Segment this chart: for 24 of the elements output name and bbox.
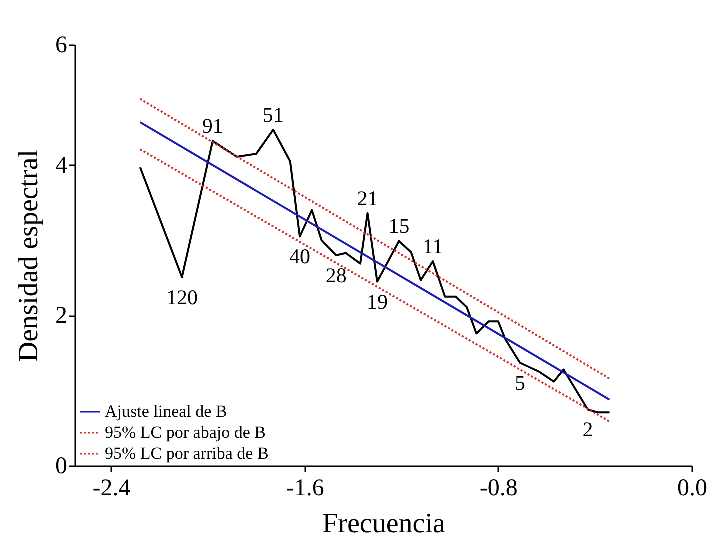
- annotation: 120: [166, 285, 198, 310]
- x-tick-label: -0.8: [480, 476, 518, 502]
- annotation: 91: [202, 114, 224, 138]
- annotation: 28: [326, 264, 347, 288]
- y-tick-label: 2: [56, 303, 68, 330]
- y-axis-title: Densidad espectral: [14, 150, 44, 362]
- y-tick-label: 6: [56, 32, 68, 58]
- x-tick-label: -2.4: [92, 476, 131, 502]
- annotation: 15: [388, 214, 410, 238]
- annotation: 40: [290, 244, 311, 269]
- x-tick-label: -1.6: [286, 476, 324, 502]
- annotation: 11: [422, 234, 444, 259]
- annotation: 5: [514, 371, 526, 396]
- legend-label: 95% LC por abajo de B: [105, 423, 266, 442]
- x-tick-label: 0.0: [678, 476, 708, 502]
- y-tick-label: 4: [56, 152, 68, 179]
- y-tick-label: 0: [56, 454, 68, 480]
- legend-label: 95% LC por arriba de B: [105, 444, 269, 463]
- x-axis-title: Frecuencia: [322, 508, 446, 540]
- annotation: 51: [262, 102, 284, 127]
- legend-label: Ajuste lineal de B: [105, 402, 228, 421]
- annotation: 21: [357, 186, 378, 210]
- annotation: 19: [366, 290, 388, 314]
- annotation: 2: [582, 418, 594, 442]
